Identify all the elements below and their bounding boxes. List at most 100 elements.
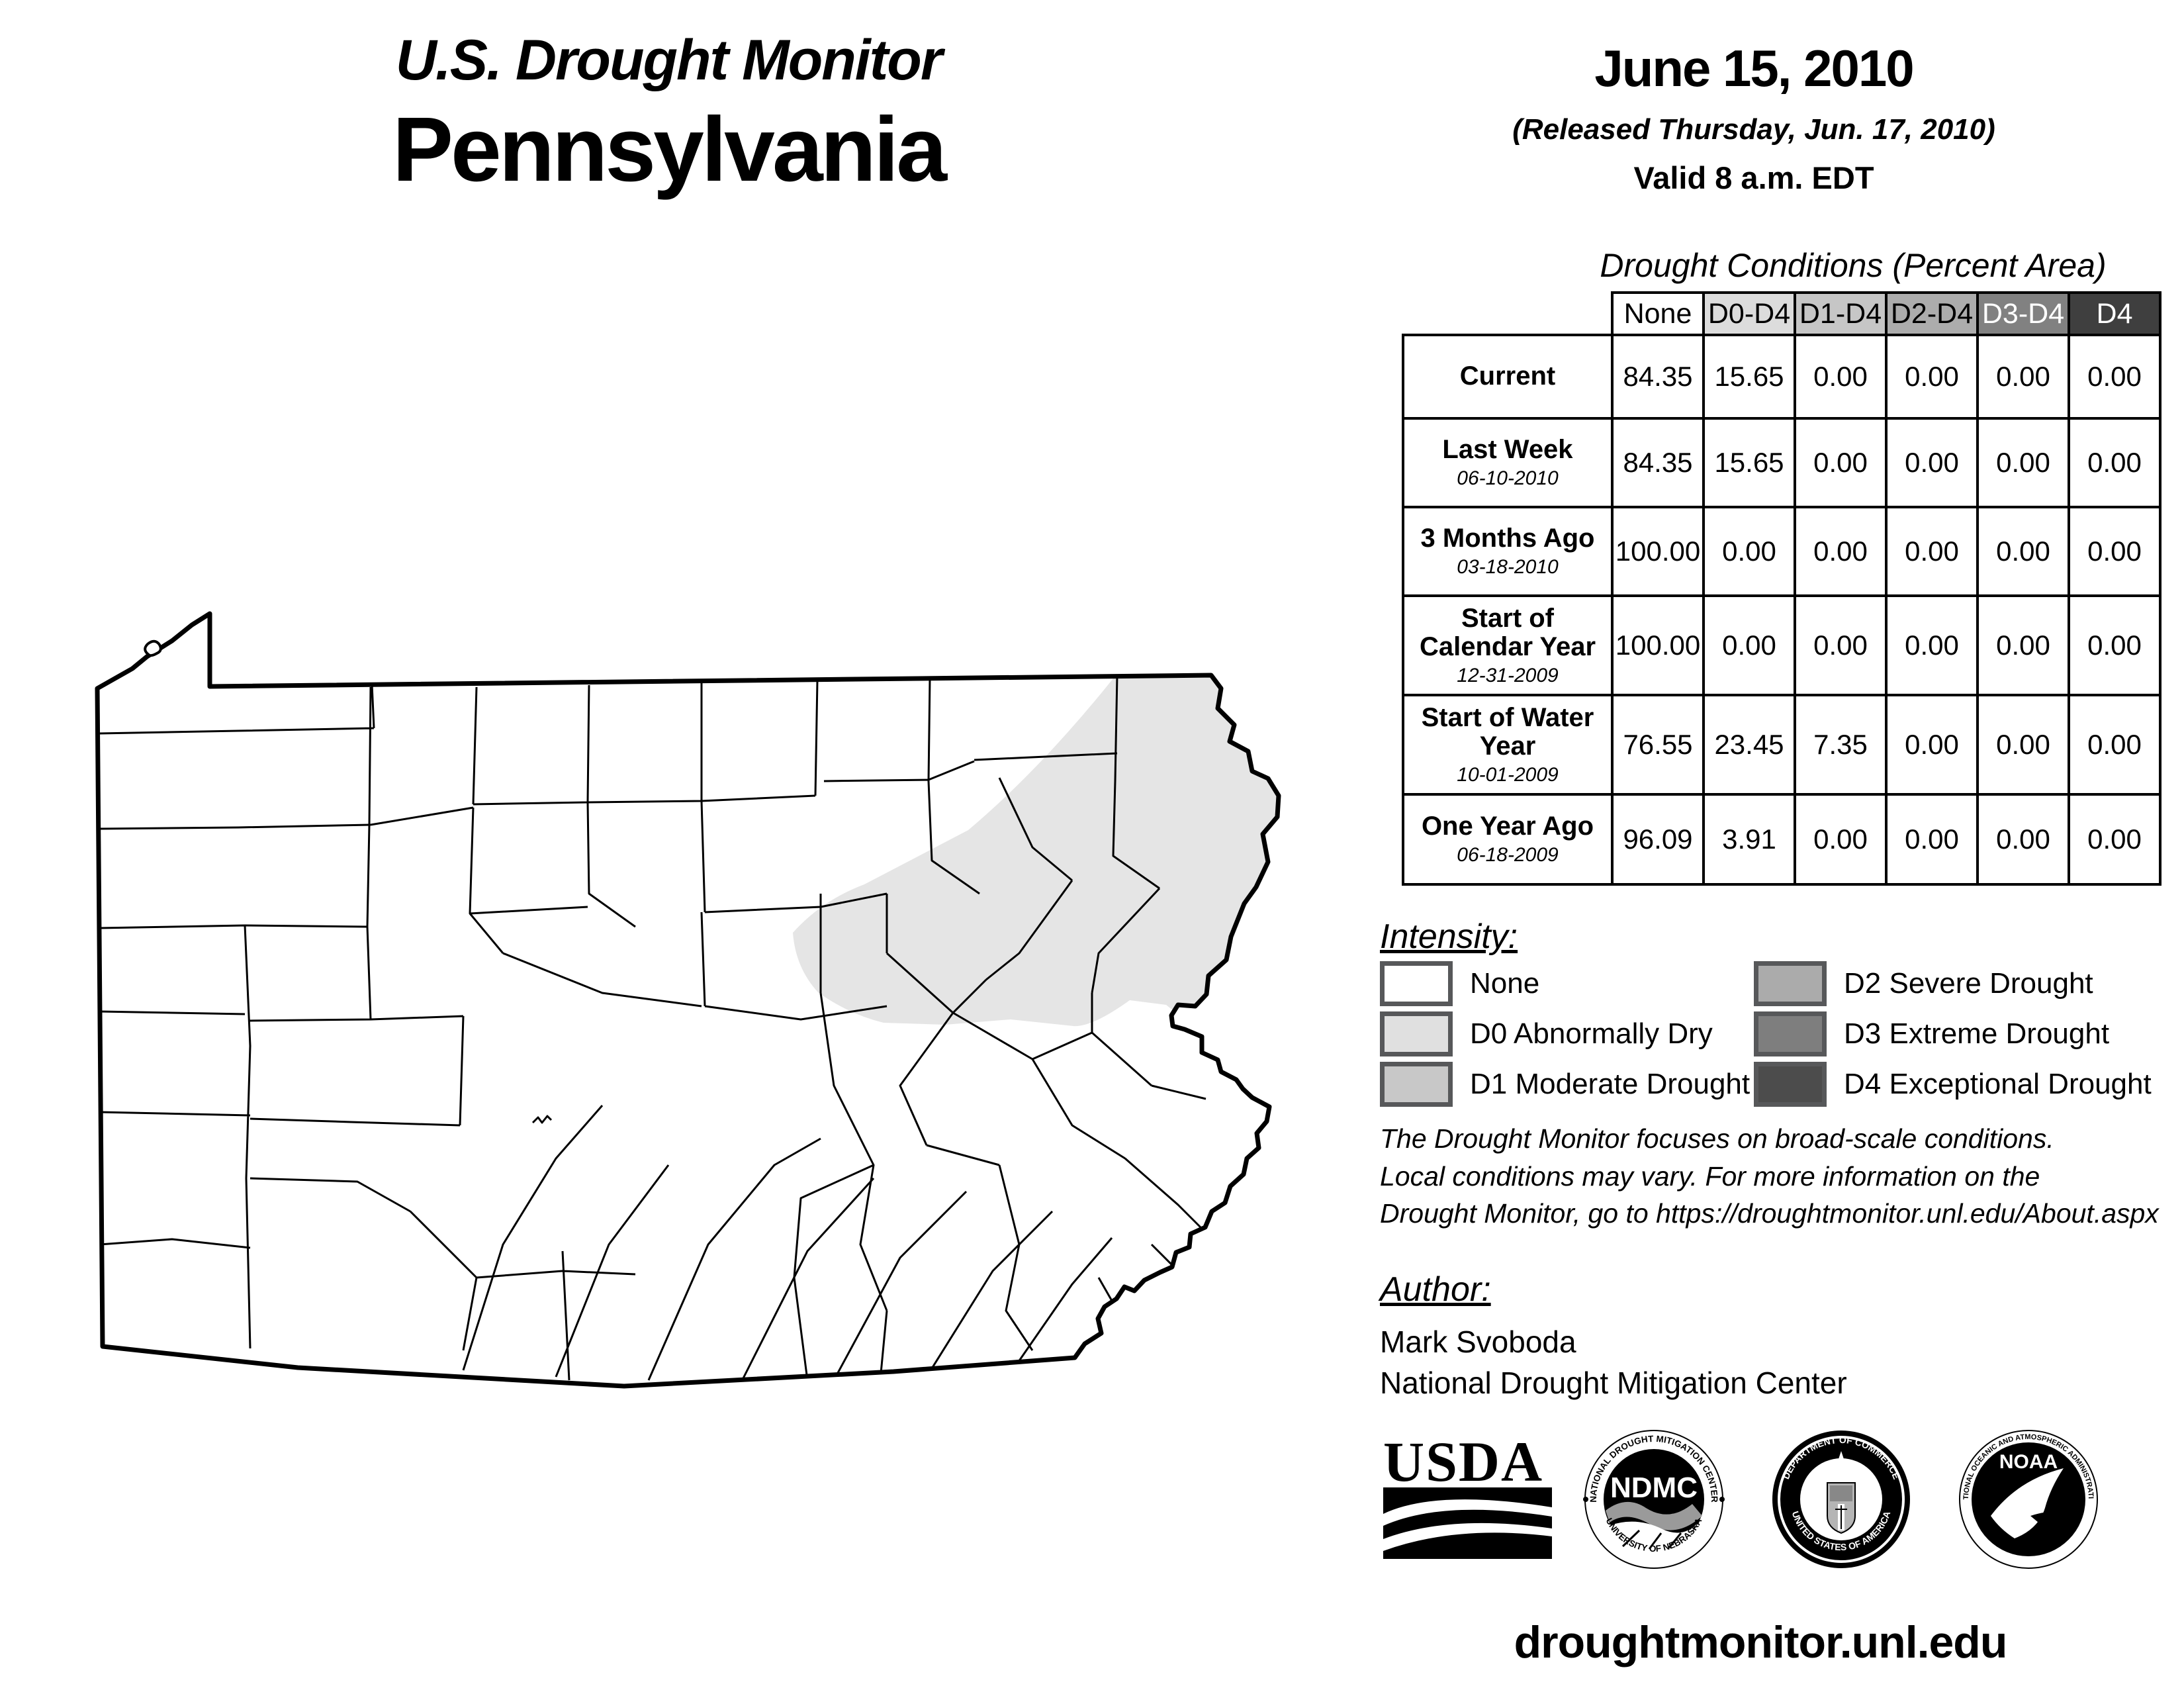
legend-item-d0: D0 Abnormally Dry — [1380, 1011, 1754, 1056]
valid-time: Valid 8 a.m. EDT — [1633, 160, 1874, 195]
drought-conditions-table: None D0-D4 D1-D4 D2-D4 D3-D4 D4 Current … — [1402, 291, 2161, 886]
usda-swoosh-icon — [1383, 1487, 1552, 1560]
row-label: Last Week 06-10-2010 — [1402, 417, 1614, 508]
cell-value: 0.00 — [1976, 334, 2070, 420]
report-title: U.S. Drought Monitor Pennsylvania — [238, 28, 1099, 203]
cell-value: 84.35 — [1611, 417, 1705, 508]
legend-item-d1: D1 Moderate Drought — [1380, 1062, 1754, 1107]
cell-value: 0.00 — [2068, 334, 2161, 420]
cell-value: 0.00 — [2068, 694, 2161, 796]
cell-value: 0.00 — [2068, 594, 2161, 696]
table-corner-cell — [1403, 293, 1612, 335]
table-row: One Year Ago 06-18-2009 96.09 3.91 0.00 … — [1402, 793, 2161, 886]
legend-swatch-d0 — [1380, 1011, 1453, 1056]
row-date: 10-01-2009 — [1457, 763, 1559, 786]
cell-value: 0.00 — [1885, 694, 1979, 796]
cell-value: 0.00 — [1794, 506, 1888, 597]
disclaimer-text: The Drought Monitor focuses on broad-sca… — [1380, 1123, 2159, 1229]
cell-value: 0.00 — [1885, 594, 1979, 696]
author-title: Author: — [1380, 1270, 1491, 1309]
row-date: 06-10-2010 — [1457, 467, 1559, 490]
legend-item-none: None — [1380, 961, 1754, 1006]
cell-value: 0.00 — [1976, 793, 2070, 886]
cell-value: 0.00 — [1885, 334, 1979, 420]
row-label: One Year Ago 06-18-2009 — [1402, 793, 1614, 886]
ndmc-logo: NDMC NATIONAL DROUGHT MITIGATION CENTER … — [1583, 1430, 1725, 1569]
report-title-line2: Pennsylvania — [392, 99, 947, 201]
cell-value: 100.00 — [1611, 594, 1705, 696]
ndmc-wordmark: NDMC — [1610, 1472, 1698, 1504]
legend-swatch-d3 — [1754, 1011, 1827, 1056]
state-outline — [95, 611, 1281, 1389]
report-title-line1: U.S. Drought Monitor — [395, 28, 943, 92]
row-date: 06-18-2009 — [1457, 844, 1559, 867]
usda-logo: USDA — [1383, 1430, 1552, 1562]
col-header-d1d4: D1-D4 — [1794, 291, 1888, 336]
cell-value: 0.00 — [2068, 506, 2161, 597]
noaa-wordmark: NOAA — [1999, 1451, 2058, 1473]
legend-title: Intensity: — [1380, 917, 1518, 956]
cell-value: 100.00 — [1611, 506, 1705, 597]
author-name: Mark Svoboda — [1380, 1325, 1576, 1359]
cell-value: 0.00 — [1976, 506, 2070, 597]
map-date: June 15, 2010 — [1594, 39, 1914, 97]
cell-value: 76.55 — [1611, 694, 1705, 796]
presque-isle-icon — [144, 639, 162, 657]
cell-value: 0.00 — [1794, 793, 1888, 886]
col-header-d2d4: D2-D4 — [1885, 291, 1979, 336]
row-date: 12-31-2009 — [1457, 664, 1559, 686]
cell-value: 23.45 — [1702, 694, 1796, 796]
cell-value: 0.00 — [1794, 594, 1888, 696]
legend-swatch-none — [1380, 961, 1453, 1006]
county-boundaries — [99, 675, 1219, 1383]
legend-item-d3: D3 Extreme Drought — [1754, 1011, 2109, 1056]
noaa-logo: NOAA NATIONAL OCEANIC AND ATMOSPHERIC AD… — [1951, 1417, 2098, 1569]
table-header-row: None D0-D4 D1-D4 D2-D4 D3-D4 D4 — [1403, 291, 2161, 336]
date-block: June 15, 2010 (Released Thursday, Jun. 1… — [1350, 38, 2158, 196]
table-row: Last Week 06-10-2010 84.35 15.65 0.00 0.… — [1402, 417, 2161, 508]
legend-swatch-d4 — [1754, 1062, 1827, 1107]
table-row: 3 Months Ago 03-18-2010 100.00 0.00 0.00… — [1402, 506, 2161, 597]
cell-value: 0.00 — [1976, 694, 2070, 796]
cell-value: 15.65 — [1702, 334, 1796, 420]
cell-value: 3.91 — [1702, 793, 1796, 886]
commerce-seal: DEPARTMENT OF COMMERCE UNITED STATES OF … — [1772, 1430, 1910, 1568]
cell-value: 0.00 — [1885, 417, 1979, 508]
col-header-d4: D4 — [2068, 291, 2161, 336]
cell-value: 0.00 — [1976, 417, 2070, 508]
row-date: 03-18-2010 — [1457, 556, 1559, 579]
table-title: Drought Conditions (Percent Area) — [1600, 247, 2107, 284]
cell-value: 0.00 — [1794, 334, 1888, 420]
col-header-none: None — [1611, 291, 1705, 336]
cell-value: 0.00 — [1885, 506, 1979, 597]
cell-value: 0.00 — [2068, 793, 2161, 886]
agency-logos: USDA NDMC NATIONAL DROUGHT MITIGATION CE… — [1383, 1417, 2131, 1582]
cell-value: 0.00 — [1885, 793, 1979, 886]
d0-region — [793, 661, 1279, 1027]
cell-value: 7.35 — [1794, 694, 1888, 796]
cell-value: 0.00 — [1794, 417, 1888, 508]
usda-wordmark: USDA — [1383, 1430, 1544, 1493]
table-row: Start of Water Year 10-01-2009 76.55 23.… — [1402, 694, 2161, 796]
legend-item-d2: D2 Severe Drought — [1754, 961, 2093, 1006]
release-date: (Released Thursday, Jun. 17, 2010) — [1512, 113, 1995, 146]
row-label: 3 Months Ago 03-18-2010 — [1402, 506, 1614, 597]
website-url: droughtmonitor.unl.edu — [1514, 1617, 2008, 1667]
cell-value: 84.35 — [1611, 334, 1705, 420]
col-header-d3d4: D3-D4 — [1976, 291, 2070, 336]
cell-value: 0.00 — [2068, 417, 2161, 508]
col-header-d0d4: D0-D4 — [1702, 291, 1796, 336]
cell-value: 0.00 — [1976, 594, 2070, 696]
row-label: Start of Calendar Year 12-31-2009 — [1402, 594, 1614, 696]
table-row: Start of Calendar Year 12-31-2009 100.00… — [1402, 594, 2161, 696]
legend-swatch-d2 — [1754, 961, 1827, 1006]
pennsylvania-county-map — [95, 611, 1281, 1389]
table-row: Current 84.35 15.65 0.00 0.00 0.00 0.00 — [1402, 334, 2161, 420]
author-organization: National Drought Mitigation Center — [1380, 1366, 1847, 1400]
cell-value: 96.09 — [1611, 793, 1705, 886]
intensity-legend: None D2 Severe Drought D0 Abnormally Dry… — [1380, 959, 2161, 1109]
pennsylvania-map — [33, 576, 1297, 1403]
row-label: Current — [1402, 334, 1614, 420]
row-label: Start of Water Year 10-01-2009 — [1402, 694, 1614, 796]
